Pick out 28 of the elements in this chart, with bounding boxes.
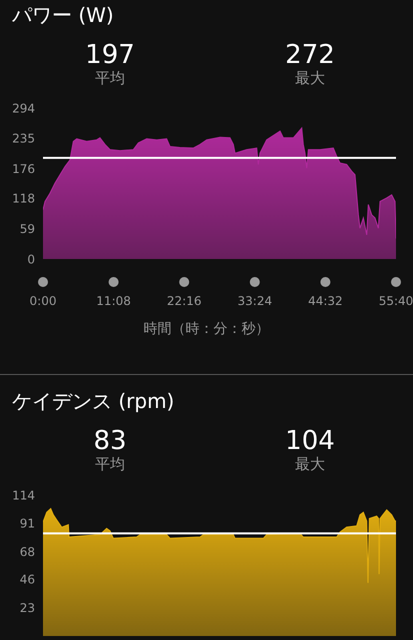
- text: 104: [284, 426, 336, 456]
- text: 83: [92, 426, 128, 456]
- y-tick-label: 118: [12, 192, 35, 206]
- x-tick-label: 22:16: [166, 294, 202, 308]
- text: 平均: [94, 455, 126, 473]
- y-tick-label: 294: [12, 101, 35, 116]
- y-tick-label: 114: [12, 488, 35, 502]
- chart-title: ケイデンス (rpm): [12, 389, 174, 413]
- x-tick-label: 33:24: [238, 294, 272, 308]
- y-tick-label: 68: [20, 545, 35, 560]
- text: 197: [84, 40, 136, 70]
- chart-title: パワー (W): [12, 3, 114, 27]
- y-tick-label: 59: [20, 222, 35, 236]
- text: 平均: [94, 69, 126, 87]
- y-tick-label: 91: [20, 516, 35, 531]
- x-tick-label: 0:00: [30, 294, 56, 308]
- y-tick-label: 235: [12, 132, 35, 146]
- x-tick-label: 44:32: [308, 294, 343, 308]
- y-tick-label: 176: [12, 162, 35, 176]
- x-tick-label: 55:40: [378, 294, 413, 308]
- x-axis-title: 時間（時：分：秒）: [142, 320, 270, 338]
- x-tick-label: 11:08: [96, 294, 131, 308]
- y-tick-label: 23: [20, 600, 35, 615]
- y-tick-label: 46: [20, 572, 35, 586]
- text: 272: [284, 40, 336, 70]
- text: 最大: [294, 69, 326, 87]
- text: 最大: [294, 455, 326, 473]
- y-tick-label: 0: [27, 252, 35, 266]
